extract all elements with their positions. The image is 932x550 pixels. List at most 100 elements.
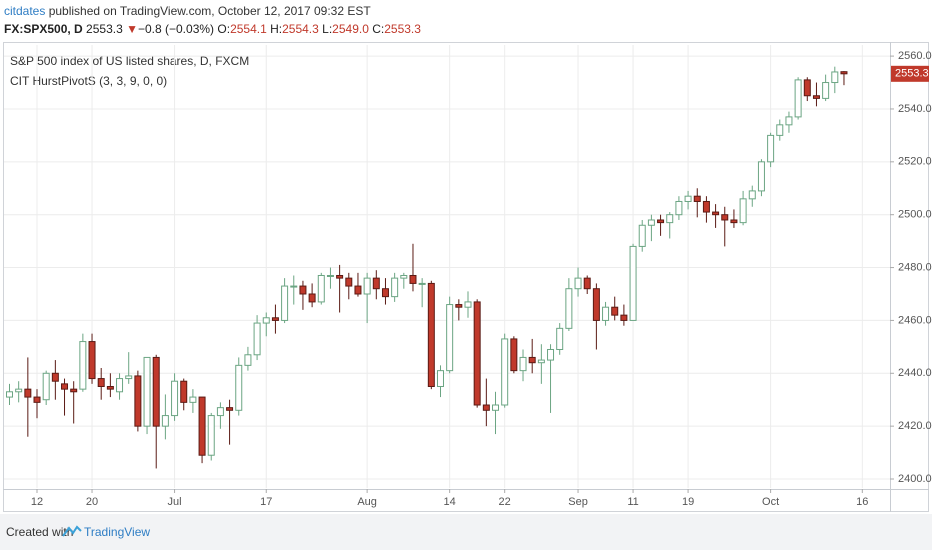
x-tick-label: Jul <box>168 496 182 508</box>
panel-frame <box>3 42 929 512</box>
candle-body <box>647 219 655 226</box>
candle-body <box>721 214 729 221</box>
candle-body <box>363 277 371 295</box>
candle-body <box>602 306 610 321</box>
x-tick-label: 20 <box>86 496 98 508</box>
y-tick-label: 2400.0 <box>898 473 932 485</box>
candle-body <box>299 285 307 295</box>
candle-body <box>620 314 628 321</box>
c-label: C: <box>372 22 385 36</box>
x-tick-label: 19 <box>682 496 694 508</box>
candle-body <box>501 338 509 406</box>
candle-body <box>757 161 765 192</box>
candle-body <box>253 322 261 356</box>
h-value: 2554.3 <box>282 22 319 36</box>
candle-body <box>482 404 490 411</box>
candle-body <box>372 277 380 290</box>
candle-body <box>198 396 206 456</box>
last-price-label: 2553.3 <box>895 68 929 80</box>
logo <box>62 525 82 537</box>
created-with: Created with <box>6 525 74 539</box>
candle-body <box>464 301 472 308</box>
candle-body <box>547 348 555 361</box>
candle-body <box>519 356 527 372</box>
candle-body <box>574 277 582 290</box>
candle-body <box>226 407 234 411</box>
x-tick-label: 17 <box>260 496 272 508</box>
candle-body <box>583 277 591 290</box>
candle-body <box>391 277 399 298</box>
legend-series: S&P 500 index of US listed shares, D, FX… <box>10 54 249 68</box>
candle-body <box>345 277 353 287</box>
candle-body <box>436 370 444 388</box>
candle-body <box>326 274 334 277</box>
brand[interactable]: TradingView <box>84 525 151 539</box>
candle-body <box>794 79 802 118</box>
candle-body <box>767 134 775 163</box>
candle-body <box>638 224 646 247</box>
x-tick-label: 22 <box>499 496 511 508</box>
publish-line: citdates published on TradingView.com, O… <box>4 4 371 18</box>
candle-body <box>510 338 518 372</box>
last-price-box <box>891 65 929 82</box>
candle-body <box>134 375 142 427</box>
y-tick-label: 2460.0 <box>898 314 932 326</box>
candle-body <box>281 285 289 321</box>
candle-body <box>152 356 160 427</box>
candle-body <box>831 71 839 84</box>
candle-body <box>143 356 151 427</box>
candle-body <box>739 198 747 224</box>
candle-body <box>712 211 720 216</box>
candle-body <box>537 359 545 364</box>
candle-body <box>125 375 133 380</box>
candle-body <box>803 79 811 97</box>
candle-body <box>61 383 69 390</box>
candle-body <box>207 415 215 456</box>
candle-body <box>244 354 252 366</box>
candle-body <box>24 388 32 398</box>
candle-body <box>684 195 692 202</box>
candle-body <box>180 380 188 403</box>
legend-indicator: CIT HurstPivotS (3, 3, 9, 0, 0) <box>10 74 167 88</box>
x-tick-label: 16 <box>856 496 868 508</box>
candle-body <box>33 396 41 403</box>
candle-body <box>317 274 325 303</box>
quote-line: FX:SPX500, D 2553.3 ▼−0.8 (−0.03%) O:255… <box>4 22 421 36</box>
candle-body <box>271 317 279 321</box>
candle-body <box>528 356 536 364</box>
candle-body <box>675 200 683 216</box>
candle-body <box>400 274 408 279</box>
candle-body <box>336 274 344 279</box>
l-label: L: <box>322 22 333 36</box>
h-label: H: <box>270 22 283 36</box>
c-value: 2553.3 <box>384 22 421 36</box>
candle-body <box>235 364 243 411</box>
author[interactable]: citdates <box>4 4 46 18</box>
candle-body <box>106 386 114 390</box>
candle-body <box>88 341 96 380</box>
candle-body <box>473 301 481 406</box>
chart: S&P 500 index of US listed shares, D, FX… <box>3 42 932 512</box>
candle-body <box>189 396 197 403</box>
candle-body <box>418 282 426 285</box>
o-value: 2554.1 <box>230 22 267 36</box>
x-tick-label: Aug <box>357 496 377 508</box>
candle-body <box>381 288 389 298</box>
candle-body <box>290 285 298 288</box>
candle-body <box>730 219 738 224</box>
candle-body <box>611 306 619 316</box>
candle-body <box>556 327 564 350</box>
y-tick-label: 2440.0 <box>898 367 932 379</box>
y-tick-label: 2480.0 <box>898 261 932 273</box>
x-tick-label: 12 <box>31 496 43 508</box>
y-tick-label: 2500.0 <box>898 209 932 221</box>
y-tick-label: 2560.0 <box>898 50 932 62</box>
candle-body <box>79 341 87 390</box>
candle-body <box>6 391 13 398</box>
footer: Created with TradingView <box>0 514 932 550</box>
last-price: 2553.3 <box>86 22 123 36</box>
candle-body <box>629 245 637 321</box>
published: published on TradingView.com, October 12… <box>48 4 371 18</box>
arrow: ▼ <box>126 22 138 36</box>
candle-body <box>565 288 573 329</box>
